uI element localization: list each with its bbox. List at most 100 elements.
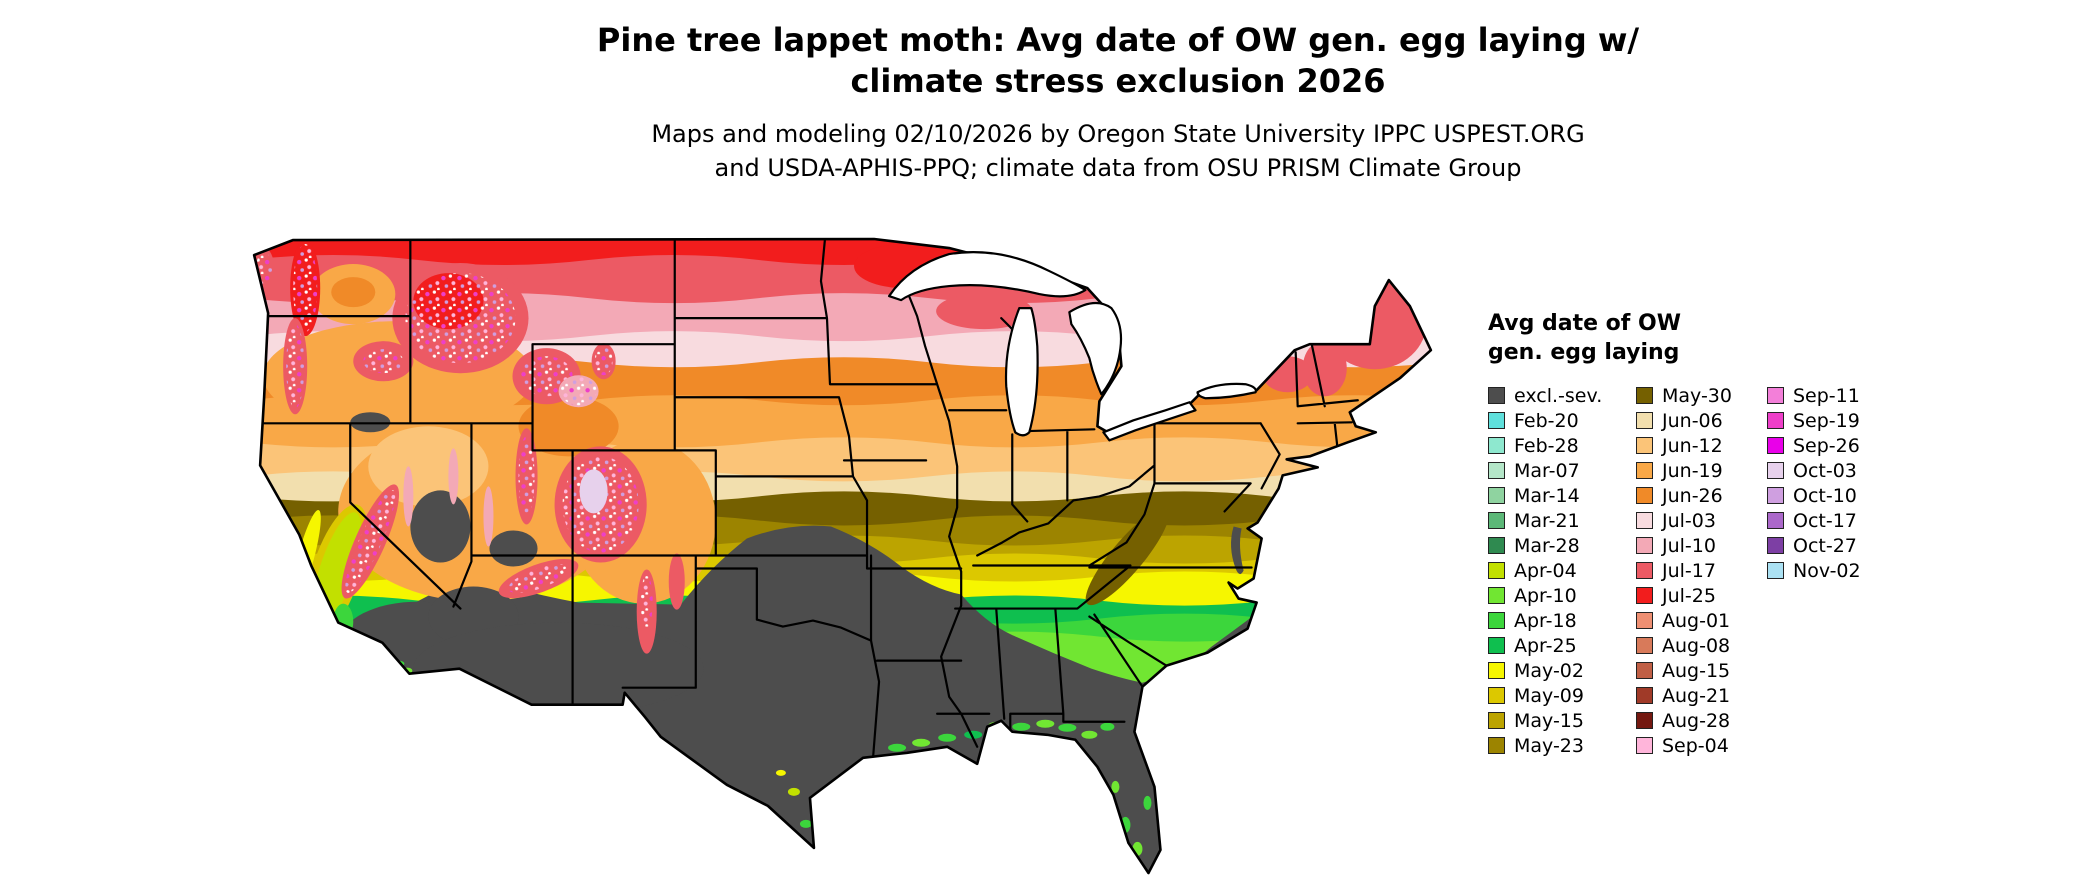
upper-michigan-red bbox=[936, 293, 1033, 330]
legend-row: Apr-18 bbox=[1488, 608, 1636, 633]
legend-swatch bbox=[1488, 662, 1505, 680]
legend-label: Aug-28 bbox=[1662, 709, 1731, 732]
legend-label: Mar-14 bbox=[1514, 484, 1580, 507]
legend-label: Mar-07 bbox=[1514, 459, 1580, 482]
legend-row: Oct-10 bbox=[1767, 483, 1917, 508]
legend-column-2: May-30 Jun-06 Jun-12 Jun-19 Jun-26 Jul-03 Jul-… bbox=[1636, 383, 1767, 758]
legend-swatch bbox=[1767, 437, 1784, 455]
legend-label: Jul-10 bbox=[1662, 534, 1716, 557]
legend-row: Mar-28 bbox=[1488, 533, 1636, 558]
legend-label: Aug-01 bbox=[1662, 609, 1731, 632]
figure-subtitle: Maps and modeling 02/10/2026 by Oregon S… bbox=[651, 119, 1585, 182]
us-map-svg bbox=[252, 237, 1433, 875]
legend-swatch bbox=[1767, 537, 1784, 555]
legend-swatch bbox=[1636, 437, 1653, 455]
legend-label: Aug-21 bbox=[1662, 684, 1731, 707]
header: Pine tree lappet moth: Avg date of OW ge… bbox=[398, 20, 1838, 185]
legend-row: Oct-03 bbox=[1767, 458, 1917, 483]
legend-swatch bbox=[1636, 737, 1653, 755]
legend-row: Jul-03 bbox=[1636, 508, 1767, 533]
legend-label: Oct-27 bbox=[1793, 534, 1857, 557]
legend-label: Aug-08 bbox=[1662, 634, 1731, 657]
legend-swatch bbox=[1636, 637, 1653, 655]
legend-swatch bbox=[1767, 387, 1784, 405]
legend-swatch bbox=[1488, 487, 1505, 505]
legend-swatch bbox=[1488, 437, 1505, 455]
legend-column-1: excl.-sev. Feb-20 Feb-28 Mar-07 Mar-14 Mar-21… bbox=[1488, 383, 1636, 758]
legend-label: Sep-26 bbox=[1793, 434, 1860, 457]
legend-row: Jun-12 bbox=[1636, 433, 1767, 458]
legend-row: May-15 bbox=[1488, 708, 1636, 733]
legend-label: Jun-19 bbox=[1662, 459, 1723, 482]
legend-label: Mar-21 bbox=[1514, 509, 1580, 532]
legend-swatch bbox=[1488, 412, 1505, 430]
legend-row: May-30 bbox=[1636, 383, 1767, 408]
legend-label: Jul-17 bbox=[1662, 559, 1716, 582]
legend-label: May-09 bbox=[1514, 684, 1584, 707]
legend-label: Oct-03 bbox=[1793, 459, 1857, 482]
legend-row: Jul-25 bbox=[1636, 583, 1767, 608]
legend-label: Apr-10 bbox=[1514, 584, 1577, 607]
legend-row: Mar-21 bbox=[1488, 508, 1636, 533]
lake-erie bbox=[1102, 401, 1197, 442]
legend-row: Feb-20 bbox=[1488, 408, 1636, 433]
legend-swatch bbox=[1636, 512, 1653, 530]
legend-label: Mar-28 bbox=[1514, 534, 1580, 557]
legend-label: excl.-sev. bbox=[1514, 384, 1603, 407]
legend-row: Jun-06 bbox=[1636, 408, 1767, 433]
legend-swatch bbox=[1488, 537, 1505, 555]
legend-row: Nov-02 bbox=[1767, 558, 1917, 583]
legend-label: Jul-03 bbox=[1662, 509, 1716, 532]
legend-row: Oct-27 bbox=[1767, 533, 1917, 558]
legend-swatch bbox=[1636, 662, 1653, 680]
legend-swatch bbox=[1488, 512, 1505, 530]
legend-swatch bbox=[1636, 462, 1653, 480]
legend-label: Sep-11 bbox=[1793, 384, 1860, 407]
legend-label: Nov-02 bbox=[1793, 559, 1861, 582]
figure-title: Pine tree lappet moth: Avg date of OW ge… bbox=[596, 21, 1640, 100]
legend-row: Jun-19 bbox=[1636, 458, 1767, 483]
appalachians-olive bbox=[1085, 507, 1170, 606]
legend-title: Avg date of OW gen. egg laying bbox=[1488, 310, 1917, 367]
lake-huron bbox=[1068, 301, 1123, 396]
legend-label: May-02 bbox=[1514, 659, 1584, 682]
legend-label: Apr-25 bbox=[1514, 634, 1577, 657]
legend-row: Mar-14 bbox=[1488, 483, 1636, 508]
legend-swatch bbox=[1636, 562, 1653, 580]
legend-row: Jun-26 bbox=[1636, 483, 1767, 508]
legend-label: Sep-04 bbox=[1662, 734, 1729, 757]
legend-swatch bbox=[1767, 462, 1784, 480]
legend-row: Jul-10 bbox=[1636, 533, 1767, 558]
legend-swatch bbox=[1636, 612, 1653, 630]
legend-row: Aug-28 bbox=[1636, 708, 1767, 733]
chesapeake-dark bbox=[1231, 526, 1244, 575]
map-fill-layers bbox=[254, 239, 1431, 873]
legend-columns: excl.-sev. Feb-20 Feb-28 Mar-07 Mar-14 Mar-21… bbox=[1488, 383, 1917, 758]
nevada-excluded bbox=[410, 490, 471, 563]
legend-swatch bbox=[1636, 412, 1653, 430]
legend-label: Oct-17 bbox=[1793, 509, 1857, 532]
legend-swatch bbox=[1636, 537, 1653, 555]
legend-swatch bbox=[1636, 587, 1653, 605]
legend-row: Mar-07 bbox=[1488, 458, 1636, 483]
us-map bbox=[248, 226, 1440, 890]
great-lakes bbox=[887, 251, 1257, 442]
legend-row: Sep-11 bbox=[1767, 383, 1917, 408]
legend-label: May-15 bbox=[1514, 709, 1584, 732]
legend-swatch bbox=[1636, 687, 1653, 705]
legend-swatch bbox=[1636, 712, 1653, 730]
legend-swatch bbox=[1488, 687, 1505, 705]
legend-label: Apr-04 bbox=[1514, 559, 1577, 582]
legend-column-3: Sep-11 Sep-19 Sep-26 Oct-03 Oct-10 Oct-17 Oct-… bbox=[1767, 383, 1917, 583]
legend-label: Feb-28 bbox=[1514, 434, 1579, 457]
legend-label: Jun-06 bbox=[1662, 409, 1723, 432]
legend-swatch bbox=[1488, 637, 1505, 655]
legend-swatch bbox=[1767, 412, 1784, 430]
legend-label: May-30 bbox=[1662, 384, 1732, 407]
legend-swatch bbox=[1488, 462, 1505, 480]
legend-row: Sep-26 bbox=[1767, 433, 1917, 458]
legend-label: Jul-25 bbox=[1662, 584, 1716, 607]
legend-title-line2: gen. egg laying bbox=[1488, 339, 1680, 365]
legend-title-line1: Avg date of OW bbox=[1488, 311, 1681, 336]
